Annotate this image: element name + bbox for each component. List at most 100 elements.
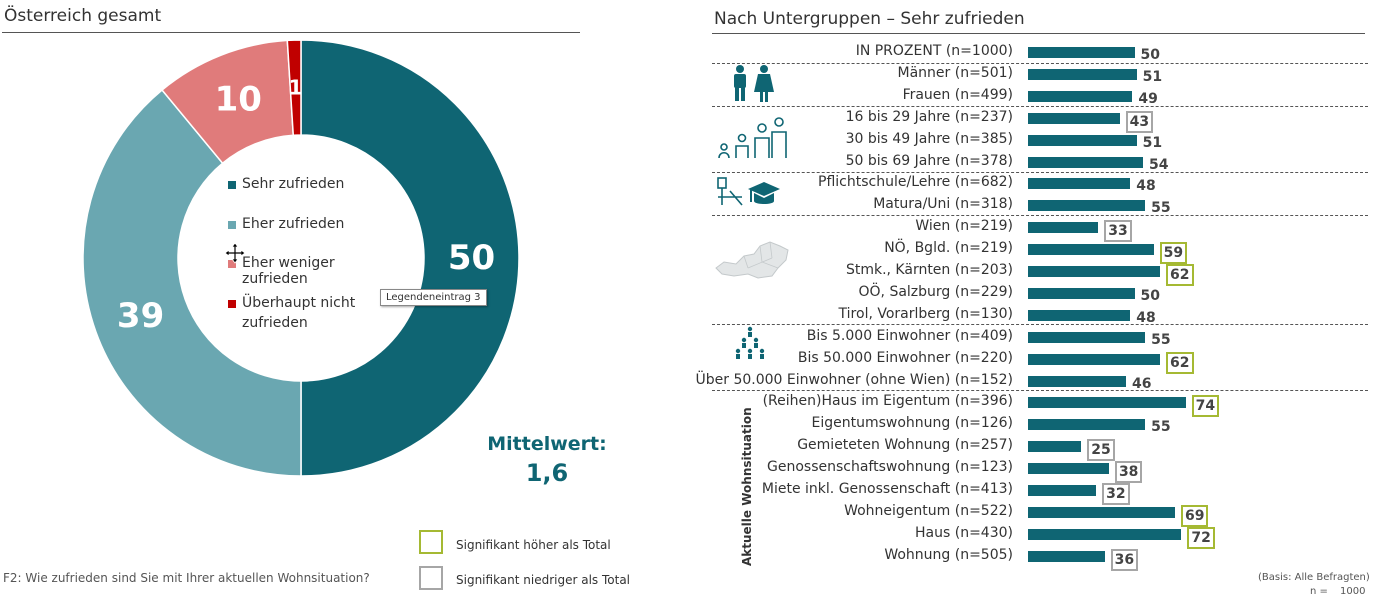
bar[interactable]	[1028, 68, 1137, 80]
bar-value-label: 32	[1102, 483, 1130, 505]
bar[interactable]	[1028, 134, 1137, 146]
bar[interactable]	[1028, 506, 1175, 518]
bar[interactable]	[1028, 112, 1120, 124]
category-label: Genossenschaftswohnung (n=123)	[767, 459, 1013, 476]
category-label: Männer (n=501)	[897, 64, 1013, 81]
category-label: 30 bis 49 Jahre (n=385)	[845, 130, 1013, 147]
donut-value-label-0: 50	[448, 238, 495, 278]
donut-legend[interactable]: Sehr zufrieden Eher zufrieden Eher wenig…	[228, 176, 398, 346]
bar-value-label: 62	[1166, 351, 1194, 374]
bar[interactable]	[1028, 178, 1131, 190]
group-divider	[712, 172, 1368, 173]
group-divider	[712, 324, 1368, 325]
bar-value-label: 38	[1114, 461, 1143, 484]
legend-swatch	[228, 181, 236, 189]
bar[interactable]	[1028, 331, 1146, 343]
legend-item-eher-zufrieden[interactable]: Eher zufrieden	[228, 216, 344, 232]
donut-slice-3[interactable]	[286, 39, 302, 137]
bar-value-label: 33	[1104, 220, 1132, 243]
group-divider	[712, 390, 1368, 391]
bar[interactable]	[1028, 550, 1105, 562]
move-cursor-icon	[224, 242, 246, 264]
category-label: Wien (n=219)	[915, 218, 1013, 235]
bar-value-label: 55	[1151, 331, 1171, 348]
sig-higher-swatch	[419, 530, 443, 554]
legend-label: Eher weniger zufrieden	[242, 255, 335, 287]
category-label: NÖ, Bgld. (n=219)	[884, 240, 1013, 257]
bar-value-label: 51	[1142, 68, 1163, 85]
legend-item-sehr-zufrieden[interactable]: Sehr zufrieden	[228, 176, 344, 192]
category-label: Über 50.000 Einwohner (ohne Wien) (n=152…	[695, 371, 1014, 388]
category-label: Miete inkl. Genossenschaft (n=413)	[761, 481, 1013, 497]
bar-value-label: 46	[1131, 375, 1152, 392]
group-divider	[712, 63, 1368, 64]
bar-value-label: 36	[1110, 548, 1139, 571]
bar[interactable]	[1028, 47, 1135, 58]
bar-value-label: 25	[1087, 439, 1115, 462]
legend-tooltip: Legendeneintrag 3	[380, 289, 487, 306]
legend-item-eher-weniger-zufrieden[interactable]: Eher weniger zufrieden	[228, 255, 398, 287]
wohnsituation-axis-label: Aktuelle Wohnsituation	[740, 407, 754, 566]
population-icon	[735, 326, 765, 359]
bar-value-label: 62	[1166, 264, 1194, 286]
donut-slice-0[interactable]	[300, 39, 520, 477]
bar[interactable]	[1028, 375, 1126, 387]
bar[interactable]	[1028, 528, 1182, 540]
donut-value-label-1: 39	[117, 296, 164, 336]
category-label: (Reihen)Haus im Eigentum (n=396)	[762, 393, 1013, 410]
bar[interactable]	[1028, 244, 1154, 256]
bar-value-label: 50	[1140, 287, 1160, 304]
group-divider	[712, 215, 1368, 216]
left-title: Österreich gesamt	[4, 6, 162, 26]
bar-value-label: 59	[1159, 242, 1188, 265]
bar[interactable]	[1028, 222, 1099, 234]
sig-lower-swatch	[419, 566, 443, 590]
category-label: Pflichtschule/Lehre (n=682)	[818, 174, 1013, 191]
category-label: Stmk., Kärnten (n=203)	[845, 262, 1013, 278]
n-value: 1000	[1340, 586, 1366, 597]
donut-value-label-2: 10	[215, 79, 262, 119]
bar[interactable]	[1028, 309, 1131, 321]
bar[interactable]	[1028, 485, 1097, 496]
category-label: Haus (n=430)	[915, 524, 1013, 541]
category-label: Wohnung (n=505)	[884, 546, 1013, 563]
gender-icon	[734, 65, 774, 102]
category-label: 16 bis 29 Jahre (n=237)	[845, 108, 1013, 125]
bar-value-label: 49	[1138, 90, 1158, 107]
category-label: IN PROZENT (n=1000)	[855, 43, 1013, 59]
legend-item-ueberhaupt-nicht-zufrieden[interactable]: Überhaupt nicht zufrieden	[228, 295, 368, 333]
left-title-rule	[2, 32, 580, 33]
category-label: Frauen (n=499)	[902, 86, 1013, 103]
bar[interactable]	[1028, 463, 1109, 475]
legend-label: Sehr zufrieden	[242, 176, 345, 192]
donut-chart[interactable]: 50 39 10 1	[0, 0, 600, 600]
category-label: Bis 50.000 Einwohner (n=220)	[797, 349, 1013, 366]
bar-value-label: 55	[1151, 419, 1171, 436]
category-label: Tirol, Vorarlberg (n=130)	[838, 305, 1013, 322]
bar[interactable]	[1028, 397, 1186, 409]
category-label: OÖ, Salzburg (n=229)	[858, 283, 1014, 300]
bar[interactable]	[1028, 266, 1161, 277]
legend-label: Überhaupt nicht zufrieden	[242, 295, 356, 331]
bar[interactable]	[1028, 441, 1082, 453]
bar[interactable]	[1028, 156, 1144, 168]
legend-swatch	[228, 260, 236, 268]
legend-label: Eher zufrieden	[242, 216, 345, 232]
sig-lower-label: Signifikant niedriger als Total	[456, 573, 631, 587]
bar[interactable]	[1028, 287, 1135, 299]
bar[interactable]	[1028, 419, 1146, 431]
bar[interactable]	[1028, 90, 1133, 102]
bar-value-label: 48	[1136, 309, 1156, 326]
bar[interactable]	[1028, 200, 1146, 212]
donut-value-label-3: 1	[289, 76, 303, 100]
question-text: F2: Wie zufrieden sind Sie mit Ihrer akt…	[3, 571, 370, 585]
education-icon	[717, 177, 780, 206]
right-title: Nach Untergruppen – Sehr zufrieden	[714, 9, 1025, 29]
bar-value-label: 48	[1136, 178, 1156, 195]
group-divider	[712, 106, 1368, 107]
age-groups-icon	[718, 117, 787, 159]
donut-slice-1[interactable]	[82, 88, 302, 477]
bar-value-label: 74	[1191, 395, 1220, 418]
mittelwert-value: 1,6	[525, 459, 569, 487]
bar[interactable]	[1028, 353, 1161, 365]
